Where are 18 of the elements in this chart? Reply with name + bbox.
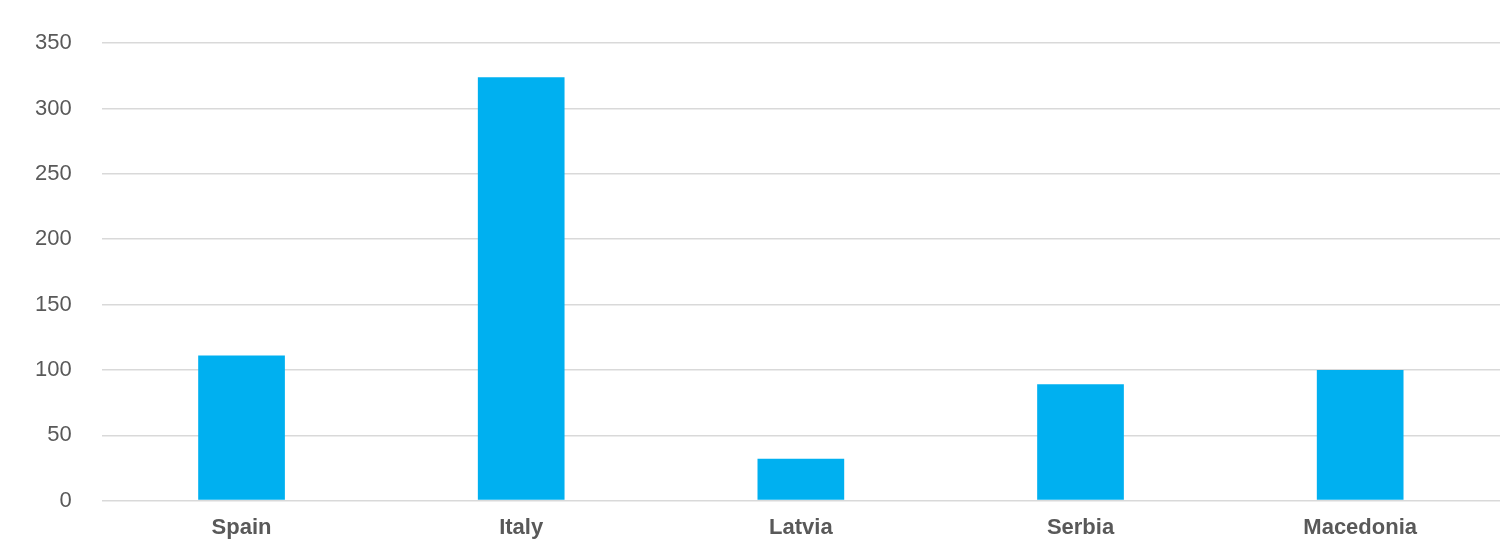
x-tick-label: Italy [499, 513, 544, 539]
x-tick-label: Macedonia [1303, 513, 1418, 539]
y-tick-label: 300 [34, 94, 72, 120]
x-tick-label: Spain [211, 513, 272, 539]
x-tick-label: Serbia [1046, 513, 1115, 539]
y-tick-label: 50 [47, 421, 72, 447]
y-tick-label: 200 [34, 225, 72, 251]
y-tick-label: 150 [34, 290, 72, 316]
bar [477, 77, 565, 500]
x-tick-label: Latvia [769, 513, 834, 539]
bar [1037, 384, 1124, 500]
y-tick-label: 350 [34, 29, 72, 55]
y-tick-label: 100 [34, 355, 72, 381]
y-tick-label: 250 [34, 159, 72, 185]
bar [757, 458, 845, 500]
y-tick-label: 0 [59, 486, 72, 512]
bar [1316, 369, 1404, 500]
bar [198, 355, 285, 500]
